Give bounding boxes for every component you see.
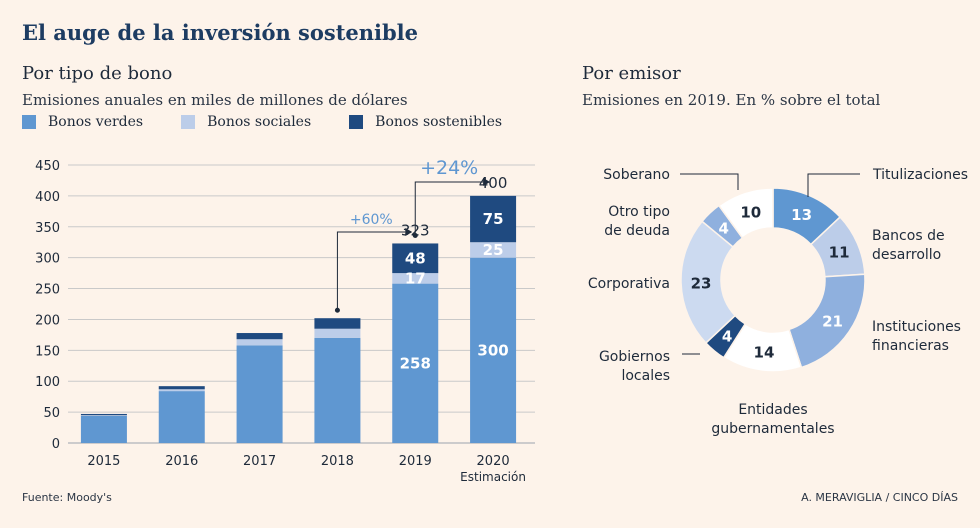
slice-category-label: gubernamentales bbox=[711, 421, 834, 437]
slice-category-label: financieras bbox=[872, 338, 949, 354]
x-tick-label: 2016 bbox=[165, 454, 198, 469]
growth-label: +24% bbox=[420, 157, 478, 179]
data-label: 300 bbox=[477, 341, 508, 359]
slice-category-label: locales bbox=[621, 368, 670, 384]
legend-swatch-sociales bbox=[181, 115, 196, 129]
slice-category-label: Titulizaciones bbox=[872, 167, 968, 183]
donut-slice bbox=[717, 187, 774, 239]
legend-label-verdes: Bonos verdes bbox=[48, 114, 144, 130]
slice-category-label: Instituciones bbox=[872, 319, 961, 335]
main-title: El auge de la inversión sostenible bbox=[22, 20, 419, 45]
data-label: 25 bbox=[483, 241, 504, 259]
legend-bonos-sociales: Bonos sociales bbox=[181, 114, 311, 130]
bar-chart-title: Por tipo de bono bbox=[22, 63, 173, 84]
legend-swatch-verdes bbox=[22, 115, 36, 129]
slice-value-label: 21 bbox=[822, 312, 843, 330]
slice-value-label: 4 bbox=[722, 327, 732, 345]
y-tick-label: 50 bbox=[43, 406, 60, 421]
slice-category-label: Corporativa bbox=[588, 276, 670, 292]
bar-segment bbox=[470, 257, 517, 443]
y-tick-label: 200 bbox=[35, 313, 60, 328]
donut-chart: 13 Titulizaciones 11 Bancos de desarrollo 21 I… bbox=[588, 167, 968, 437]
slice-category-label: Otro tipo bbox=[608, 204, 670, 220]
bar-segment bbox=[470, 242, 517, 258]
slice-category-label: Gobiernos bbox=[599, 349, 670, 365]
x-tick-label: 2017 bbox=[243, 454, 276, 469]
bar-segment bbox=[80, 415, 127, 443]
slice-category-label: de deuda bbox=[604, 223, 670, 239]
bar-segment bbox=[158, 389, 205, 392]
bar-segment bbox=[158, 386, 205, 390]
leader-line bbox=[807, 173, 860, 197]
bar-segment bbox=[392, 273, 439, 284]
bar-segment bbox=[236, 333, 283, 340]
bar-legend: Bonos verdes Bonos sociales Bonos sosten… bbox=[22, 114, 540, 130]
credit-note: A. MERAVIGLIA / CINCO DÍAS bbox=[801, 491, 958, 504]
y-tick-label: 300 bbox=[35, 252, 60, 267]
x-tick-note: Estimación bbox=[460, 470, 526, 484]
y-tick-label: 350 bbox=[35, 221, 60, 236]
bar-segment bbox=[80, 415, 127, 416]
legend-bonos-sostenibles: Bonos sostenibles bbox=[349, 114, 502, 130]
data-label: 48 bbox=[405, 249, 426, 267]
bar-segment bbox=[392, 243, 439, 274]
slice-value-label: 13 bbox=[791, 206, 812, 224]
data-label: 75 bbox=[483, 210, 504, 228]
y-tick-label: 100 bbox=[35, 375, 60, 390]
y-tick-label: 150 bbox=[35, 344, 60, 359]
slice-category-label: Entidades bbox=[738, 402, 807, 418]
slice-category-label: Bancos de bbox=[872, 228, 945, 244]
growth-arrow bbox=[414, 181, 484, 236]
growth-arrow bbox=[336, 231, 406, 311]
bar-segment bbox=[236, 345, 283, 443]
y-tick-label: 0 bbox=[52, 437, 60, 452]
legend-bonos-verdes: Bonos verdes bbox=[22, 114, 143, 130]
growth-arrow-dot bbox=[334, 307, 340, 313]
slice-value-label: 23 bbox=[691, 274, 712, 292]
growth-arrowhead bbox=[405, 228, 413, 236]
growth-label: +60% bbox=[350, 212, 393, 228]
bar-chart: 0 50 100 150 200 250 300 350 400 450 2015 2016 2017 2… bbox=[35, 157, 535, 484]
bar-segment bbox=[314, 328, 361, 338]
y-tick-label: 450 bbox=[35, 159, 60, 174]
leader-line bbox=[680, 173, 739, 190]
source-note: Fuente: Moody's bbox=[22, 491, 112, 504]
slice-category-label: desarrollo bbox=[872, 247, 941, 263]
slice-value-label: 11 bbox=[829, 243, 850, 261]
data-label: 17 bbox=[405, 269, 426, 287]
bar-segment bbox=[158, 391, 205, 443]
x-tick-label: 2018 bbox=[321, 454, 354, 469]
growth-arrow-dot bbox=[412, 232, 418, 238]
legend-swatch-sostenibles bbox=[349, 115, 364, 129]
slice-value-label: 4 bbox=[718, 220, 728, 238]
data-label: 258 bbox=[400, 354, 431, 372]
x-tick-label: 2019 bbox=[399, 454, 432, 469]
x-tick-label: 2020 bbox=[477, 454, 510, 469]
y-tick-label: 400 bbox=[35, 190, 60, 205]
total-label: 400 bbox=[479, 174, 508, 192]
bar-segment bbox=[80, 413, 127, 416]
bar-segment bbox=[314, 337, 361, 443]
bar-segment bbox=[314, 318, 361, 329]
legend-label-sociales: Bonos sociales bbox=[207, 114, 312, 130]
slice-category-label: Soberano bbox=[603, 167, 670, 183]
bar-segment bbox=[392, 283, 439, 443]
bar-segment bbox=[236, 339, 283, 346]
pie-chart-title: Por emisor bbox=[582, 63, 681, 84]
pie-chart-subtitle: Emisiones en 2019. En % sobre el total bbox=[582, 91, 881, 109]
slice-value-label: 10 bbox=[740, 204, 761, 222]
bar-chart-subtitle: Emisiones anuales en miles de millones d… bbox=[22, 91, 408, 109]
legend-label-sostenibles: Bonos sostenibles bbox=[375, 114, 503, 130]
y-tick-label: 250 bbox=[35, 283, 60, 298]
slice-value-label: 14 bbox=[754, 343, 775, 361]
x-tick-label: 2015 bbox=[87, 454, 120, 469]
bar-segment bbox=[470, 195, 517, 243]
growth-arrowhead bbox=[483, 178, 491, 186]
